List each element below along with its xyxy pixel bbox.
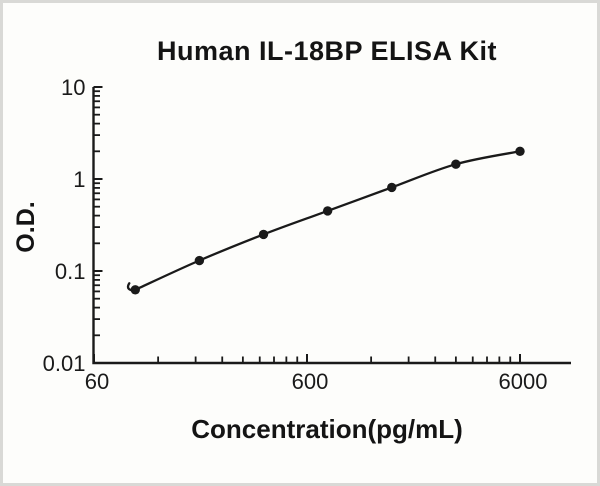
- data-point: [258, 229, 269, 240]
- data-point: [194, 255, 205, 266]
- y-tick-label: 1: [73, 167, 85, 192]
- x-tick-label: 60: [85, 369, 109, 394]
- y-tick-label: 10: [61, 75, 85, 100]
- data-point: [387, 182, 397, 193]
- data-point: [130, 285, 140, 295]
- y-tick-label: 0.01: [43, 351, 86, 376]
- x-tick-label: 600: [292, 369, 329, 394]
- standard-curve-plot: 60 600 6000 10 1 0.1 0.01: [43, 75, 571, 394]
- x-axis-label: Concentration(pg/mL): [191, 414, 463, 444]
- y-tick-label: 0.1: [55, 259, 86, 284]
- data-point: [451, 159, 461, 169]
- axes-lines: [92, 87, 571, 365]
- x-tick-label: 6000: [499, 369, 548, 394]
- standard-curve-line: [126, 150, 522, 292]
- chart-title: Human IL-18BP ELISA Kit: [156, 36, 498, 66]
- data-point: [322, 206, 333, 216]
- data-point: [515, 146, 525, 157]
